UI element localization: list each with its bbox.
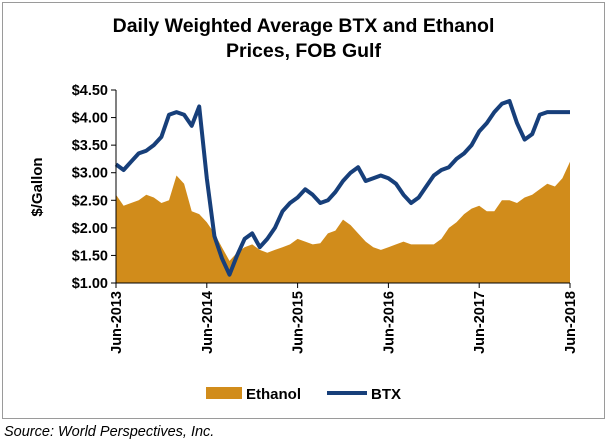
chart-svg: $1.00 $1.50 $2.00 $2.50 $3.00 $3.50 $4.00 $4.50… [29, 83, 579, 403]
chart-title-line-1: Daily Weighted Average BTX and Ethanol [112, 15, 495, 37]
legend-btx-label: BTX [371, 386, 401, 403]
btx-line-layer [114, 99, 570, 277]
chart-title-line-2: Prices, FOB Gulf [226, 40, 381, 62]
y-tick-label: $1.50 [72, 248, 108, 264]
y-tick-labels: $1.00 $1.50 $2.00 $2.50 $3.00 $3.50 $4.00 $4.50 [72, 83, 108, 292]
y-tick-label: $1.00 [72, 276, 108, 292]
legend-ethanol-label: Ethanol [246, 386, 301, 403]
axes-layer [111, 89, 571, 288]
btx-line [114, 99, 570, 277]
ethanol-area [116, 161, 570, 283]
y-tick-label: $3.00 [72, 166, 108, 182]
x-tick-label: Jun-2014 [200, 291, 216, 354]
y-tick-label: $3.50 [72, 138, 108, 154]
legend-ethanol-swatch [206, 387, 242, 399]
y-tick-label: $2.00 [72, 221, 108, 237]
x-tick-label: Jun-2018 [563, 291, 579, 354]
y-tick-label: $4.50 [72, 83, 108, 99]
source-note: Source: World Perspectives, Inc. [4, 424, 215, 440]
y-axis-label: $/Gallon [29, 157, 46, 216]
x-tick-labels: Jun-2013 Jun-2014 Jun-2015 Jun-2016 Jun-2017… [109, 291, 579, 354]
x-tick-label: Jun-2015 [291, 291, 307, 354]
x-tick-label: Jun-2013 [109, 291, 125, 354]
chart-title: Daily Weighted Average BTX and Ethanol P… [0, 14, 607, 64]
y-tick-label: $4.00 [72, 111, 108, 127]
x-tick-label: Jun-2017 [472, 291, 488, 354]
y-tick-label: $2.50 [72, 193, 108, 209]
legend: Ethanol BTX [206, 386, 401, 403]
x-tick-label: Jun-2016 [381, 291, 397, 354]
ethanol-area-layer [116, 161, 570, 283]
